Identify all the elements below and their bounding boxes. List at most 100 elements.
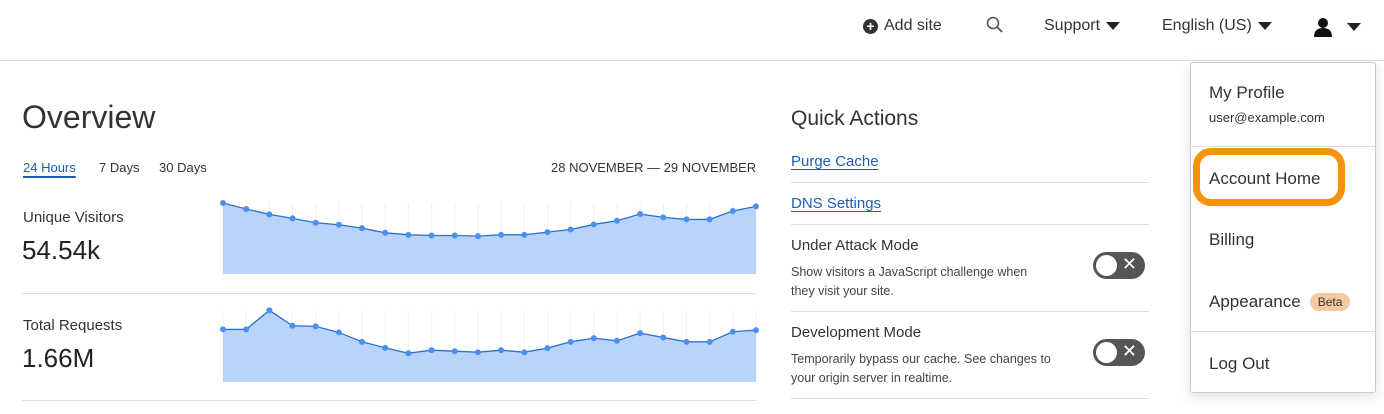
language-label: English (US)	[1162, 17, 1252, 34]
data-point	[567, 226, 574, 233]
divider	[791, 398, 1149, 399]
total-requests-chart	[220, 307, 759, 382]
metric-label: Total Requests	[23, 317, 123, 334]
metric-value: 1.66M	[22, 343, 95, 373]
quick-actions-title: Quick Actions	[791, 107, 919, 130]
tab-7-days[interactable]: 7 Days	[99, 160, 140, 175]
data-point	[451, 348, 458, 355]
metric-label: Unique Visitors	[23, 209, 124, 226]
data-point	[637, 330, 644, 337]
data-point	[266, 307, 273, 314]
divider	[22, 400, 756, 401]
data-point	[451, 232, 458, 239]
data-point	[382, 344, 389, 351]
top-header	[0, 0, 1384, 61]
menu-item-account-home[interactable]: Account Home	[1209, 169, 1321, 188]
data-point	[753, 327, 759, 334]
caret-down-icon	[1106, 22, 1121, 30]
user-dropdown-menu: My Profile user@example.com Account Home…	[1190, 62, 1376, 393]
plus-circle-icon: +	[863, 18, 878, 34]
data-point	[289, 322, 296, 329]
divider	[1191, 331, 1375, 332]
data-point	[637, 211, 644, 218]
menu-item-billing[interactable]: Billing	[1209, 230, 1255, 249]
menu-item-log-out[interactable]: Log Out	[1209, 354, 1270, 373]
data-point	[405, 231, 412, 238]
data-point	[220, 326, 226, 333]
data-point	[498, 347, 505, 354]
under-attack-toggle[interactable]: ✕	[1093, 252, 1145, 279]
menu-item-appearance[interactable]: Appearance Beta	[1209, 292, 1351, 312]
toggle-description: Show visitors a JavaScript challenge whe…	[791, 265, 1028, 298]
divider	[1191, 146, 1375, 147]
development-mode-toggle[interactable]: ✕	[1093, 339, 1145, 366]
area-fill	[223, 310, 756, 382]
close-icon: ✕	[1121, 254, 1137, 274]
toggle-description: Temporarily bypass our cache. See change…	[791, 352, 1051, 385]
user-menu-button[interactable]	[1313, 17, 1361, 37]
data-point	[428, 232, 435, 239]
data-point	[590, 335, 597, 342]
support-label: Support	[1044, 17, 1101, 34]
area-fill	[223, 203, 756, 274]
data-point	[266, 211, 273, 218]
toggle-label: Under Attack Mode	[791, 237, 919, 254]
data-point	[474, 349, 481, 356]
data-point	[405, 350, 412, 357]
highlight-outline	[1193, 148, 1345, 206]
dns-settings-link[interactable]: DNS Settings	[791, 195, 882, 212]
date-range: 28 NOVEMBER — 29 NOVEMBER	[551, 160, 757, 175]
data-point	[312, 219, 319, 226]
toggle-label: Development Mode	[791, 324, 922, 341]
data-point	[729, 208, 736, 215]
data-point	[382, 229, 389, 236]
data-point	[359, 225, 366, 232]
data-point	[243, 326, 250, 333]
data-point	[521, 231, 528, 238]
series-line	[222, 202, 757, 237]
data-point	[498, 231, 505, 238]
data-point	[683, 338, 690, 345]
data-point	[359, 338, 366, 345]
data-point	[474, 233, 481, 240]
series-line	[223, 309, 757, 354]
data-point	[706, 338, 713, 345]
metric-value: 54.54k	[22, 235, 101, 265]
divider	[791, 311, 1149, 312]
data-point	[428, 347, 435, 354]
data-point	[613, 217, 620, 224]
divider	[791, 182, 1149, 183]
add-site-button[interactable]: + Add site	[863, 17, 942, 35]
page-title: Overview	[22, 99, 156, 135]
menu-item-my-profile[interactable]: My Profile	[1209, 83, 1285, 102]
user-icon	[1314, 18, 1332, 37]
data-point	[544, 345, 551, 352]
divider	[791, 224, 1149, 225]
divider	[22, 293, 756, 294]
tab-24-hours[interactable]: 24 Hours	[23, 160, 76, 175]
data-point	[660, 214, 667, 221]
data-point	[521, 349, 528, 356]
search-button[interactable]	[986, 16, 1004, 34]
data-point	[590, 221, 597, 228]
language-dropdown[interactable]: English (US)	[1162, 17, 1272, 35]
data-point	[289, 215, 296, 222]
data-point	[220, 200, 226, 207]
data-point	[729, 328, 736, 335]
data-point	[243, 206, 250, 213]
tab-30-days[interactable]: 30 Days	[159, 160, 207, 175]
search-icon	[986, 16, 1003, 33]
data-point	[312, 323, 319, 330]
data-point	[683, 216, 690, 223]
data-point	[567, 338, 574, 345]
support-dropdown[interactable]: Support	[1044, 17, 1121, 35]
user-email: user@example.com	[1209, 110, 1325, 125]
appearance-label: Appearance	[1209, 292, 1301, 311]
data-point	[706, 216, 713, 223]
close-icon: ✕	[1121, 341, 1137, 361]
data-point	[335, 329, 342, 336]
caret-down-icon	[1257, 22, 1272, 30]
purge-cache-link[interactable]: Purge Cache	[791, 153, 879, 170]
data-point	[613, 337, 620, 344]
data-point	[660, 334, 667, 341]
